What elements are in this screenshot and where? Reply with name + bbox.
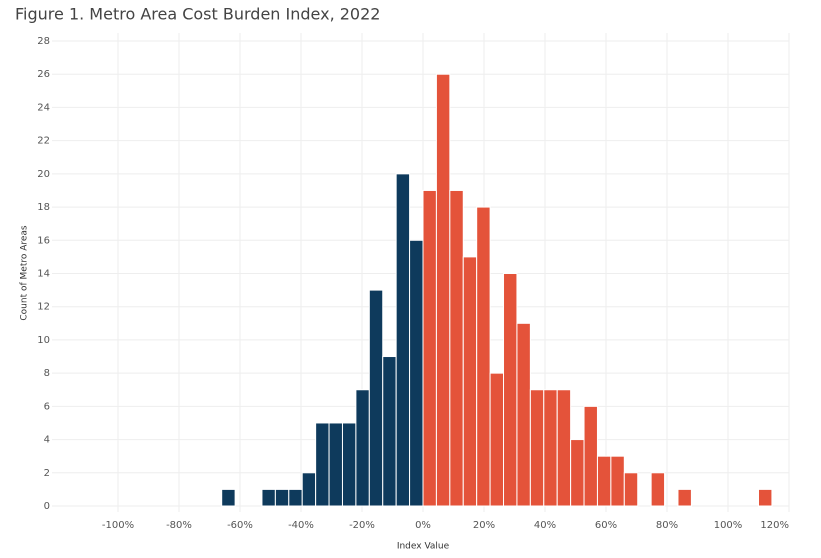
y-tick-label: 10	[37, 335, 50, 346]
bar	[529, 389, 545, 507]
bar	[341, 422, 357, 507]
y-tick-label: 22	[37, 136, 50, 147]
y-tick-label: 14	[37, 269, 50, 280]
x-tick-label: 60%	[595, 520, 617, 531]
bar	[261, 488, 276, 507]
y-tick-label: 18	[37, 202, 50, 213]
y-tick-label: 2	[44, 468, 50, 479]
bar	[623, 472, 639, 507]
bar	[382, 356, 397, 507]
bar	[650, 472, 666, 507]
x-tick-label: 40%	[534, 520, 556, 531]
y-tick-label: 20	[37, 169, 50, 180]
bar	[315, 422, 330, 507]
bar	[409, 239, 424, 507]
y-tick-label: 12	[37, 302, 50, 313]
bar	[355, 389, 370, 507]
x-tick-label: -80%	[166, 520, 192, 531]
y-tick-label: 16	[37, 235, 50, 246]
bar	[449, 189, 464, 507]
bar	[596, 455, 612, 507]
y-axis-label: Count of Metro Areas	[20, 225, 30, 321]
bar	[462, 256, 478, 507]
x-axis-label: Index Value	[397, 542, 450, 552]
bar	[328, 422, 343, 507]
bar	[422, 189, 437, 507]
bar	[758, 488, 773, 507]
bar	[556, 389, 572, 507]
x-tick-label: 120%	[760, 520, 789, 531]
y-tick-label: 0	[44, 501, 50, 512]
y-tick-label: 6	[44, 401, 50, 412]
x-tick-label: 100%	[714, 520, 743, 531]
x-tick-label: 20%	[473, 520, 495, 531]
bar	[395, 173, 411, 507]
y-tick-label: 24	[37, 102, 50, 113]
bar	[435, 73, 451, 507]
bar	[570, 439, 585, 507]
x-tick-label: -40%	[288, 520, 314, 531]
y-tick-label: 4	[44, 435, 50, 446]
y-tick-label: 8	[44, 368, 50, 379]
bar	[221, 488, 236, 507]
bar	[288, 488, 303, 507]
bar	[476, 206, 491, 507]
bar	[301, 472, 317, 507]
chart-title: Figure 1. Metro Area Cost Burden Index, …	[15, 5, 380, 24]
x-tick-label: -20%	[349, 520, 375, 531]
bar	[543, 389, 558, 507]
bar	[610, 455, 625, 507]
bar	[583, 405, 598, 507]
x-tick-label: 80%	[656, 520, 678, 531]
y-tick-label: 28	[37, 36, 50, 47]
bar	[677, 488, 692, 507]
y-tick-label: 26	[37, 69, 50, 80]
x-tick-label: -100%	[102, 520, 134, 531]
bar	[516, 322, 531, 507]
x-tick-label: -60%	[227, 520, 253, 531]
bar	[503, 273, 518, 507]
bar	[274, 488, 290, 507]
x-tick-label: 0%	[415, 520, 431, 531]
bar	[489, 372, 505, 507]
bar	[368, 289, 384, 507]
